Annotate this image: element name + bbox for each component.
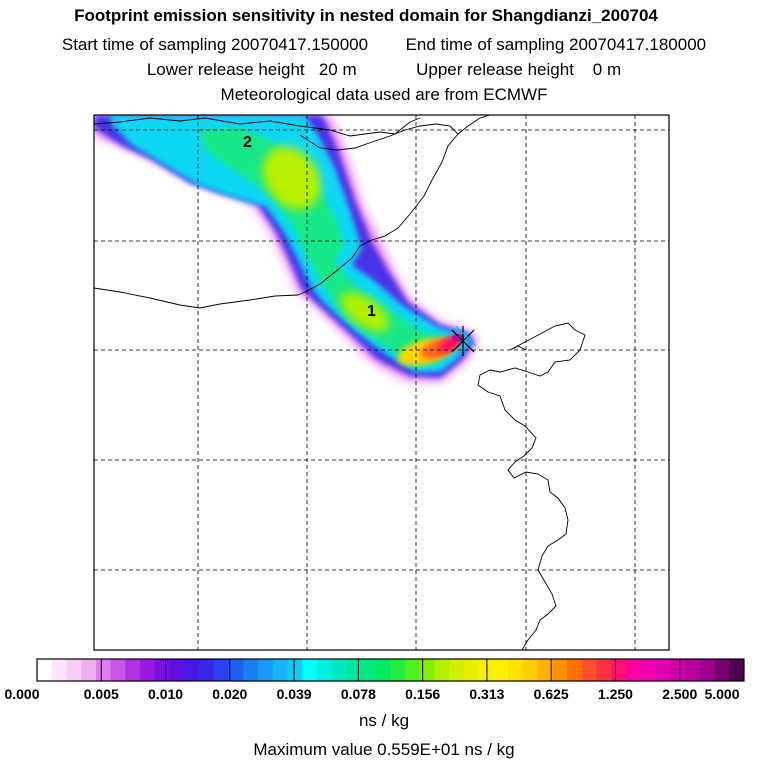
maximum-value-label: Maximum value 0.559E+01 ns / kg [253,740,515,759]
colorbar-cell [95,659,112,681]
sampling-times: Start time of sampling 20070417.150000 E… [0,35,768,55]
colorbar-cells [37,659,745,681]
plume-core-1 [340,292,390,332]
colorbar-cell [670,659,686,681]
colorbar-cell [464,659,480,681]
colorbar-cell [508,659,524,681]
colorbar-unit: ns / kg [358,711,410,730]
colorbar-cell [346,659,362,681]
colorbar-tick-label: 0.625 [534,686,569,702]
colorbar-cell [405,659,421,681]
colorbar-tick-label: 0.156 [405,686,440,702]
release-heights: Lower release height 20 m Upper release … [0,60,768,80]
plume-core-magenta [452,334,464,342]
colorbar-cell [449,659,465,681]
colorbar-cell [154,659,170,681]
colorbar-cell [626,659,642,681]
receptor-marker [451,326,475,356]
colorbar-cell [302,659,318,681]
colorbar-tick-label: 1.250 [598,686,633,702]
upper-height-label: Upper release height 0 m [416,60,622,79]
colorbar-cell [169,659,185,681]
end-time-label: End time of sampling 20070417.180000 [405,35,707,54]
colorbar-cell [596,659,612,681]
colorbar-major-dividers [100,659,681,681]
colorbar-cell [640,659,657,681]
colorbar-cell [537,659,553,681]
colorbar-cell [729,659,745,681]
colorbar-cell [714,659,730,681]
colorbar-tick-labels: 0.000 0.005 0.010 0.020 0.039 0.078 0.156 0.313… [4,686,739,702]
colorbar-cell [243,659,259,681]
colorbar-cell [375,659,391,681]
colorbar-cell [228,659,244,681]
colorbar-cell [361,659,377,681]
colorbar-cell [434,659,450,681]
lower-height-label: Lower release height 20 m [146,60,357,79]
colorbar-cell [51,659,67,681]
colorbar-cell [523,659,539,681]
colorbar-cell [316,659,332,681]
colorbar-tick-label: 0.000 [4,686,39,702]
plume-green [200,128,452,366]
colorbar-cell [199,659,215,681]
colorbar-cell [66,659,82,681]
colorbar-tick-label: 0.313 [469,686,504,702]
colorbar-cell [581,659,598,681]
colorbar-cell [685,659,701,681]
colorbar-cell [493,659,509,681]
plume-label-1: 1 [367,303,376,320]
colorbar-tick-label: 0.005 [84,686,119,702]
lat-lon-grid [94,115,669,650]
colorbar-cell [184,659,200,681]
colorbar-tick-label: 0.020 [212,686,247,702]
plume-label-2: 2 [243,134,252,151]
receptor-marker-accent [455,325,477,347]
map-title: Footprint emission sensitivity in nested… [74,6,658,25]
colorbar-cell [213,659,229,681]
colorbar-cell [331,659,347,681]
colorbar-tick-label: 0.010 [148,686,183,702]
colorbar-tick-label: 0.039 [277,686,312,702]
colorbar-cell [110,659,126,681]
colorbar-cell [655,659,671,681]
coastlines-borders [94,115,586,650]
colorbar-cell [272,659,288,681]
met-data-label: Meteorological data used are from ECMWF [220,85,548,104]
colorbar-cell [390,659,406,681]
colorbar-tick-label: 0.078 [341,686,376,702]
map-frame [93,114,670,651]
colorbar-cell [81,659,97,681]
colorbar-cell [567,659,583,681]
colorbar-cell [287,659,303,681]
colorbar-frame [36,658,745,682]
plume-core-2 [263,146,321,210]
colorbar-cell [125,659,141,681]
colorbar-tick-label: 5.000 [704,686,739,702]
colorbar-cell [552,659,568,681]
colorbar-cell [699,659,715,681]
plume-layer [94,115,478,382]
colorbar-cell [611,659,627,681]
colorbar-tick-label: 2.500 [662,686,697,702]
start-time-label: Start time of sampling 20070417.150000 [61,35,369,54]
colorbar-cell [37,659,53,681]
colorbar-cell [419,659,436,681]
colorbar-cell [140,659,156,681]
colorbar-cell [257,659,274,681]
